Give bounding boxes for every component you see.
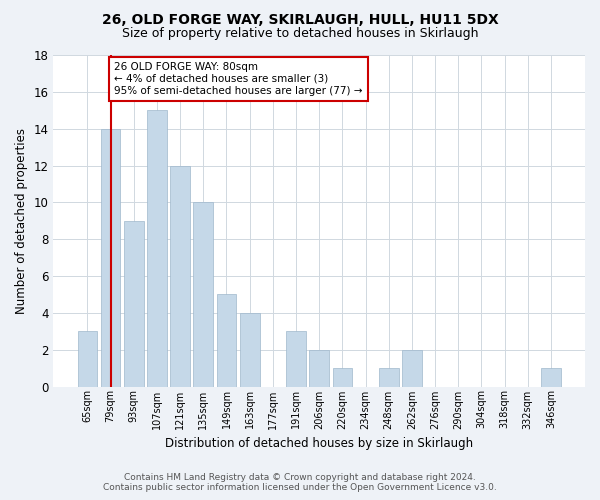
Bar xyxy=(193,202,213,386)
X-axis label: Distribution of detached houses by size in Skirlaugh: Distribution of detached houses by size … xyxy=(165,437,473,450)
Bar xyxy=(541,368,561,386)
Bar xyxy=(332,368,352,386)
Bar xyxy=(101,128,121,386)
Bar xyxy=(240,313,260,386)
Text: Size of property relative to detached houses in Skirlaugh: Size of property relative to detached ho… xyxy=(122,28,478,40)
Bar xyxy=(124,221,143,386)
Y-axis label: Number of detached properties: Number of detached properties xyxy=(15,128,28,314)
Bar xyxy=(170,166,190,386)
Text: 26 OLD FORGE WAY: 80sqm
← 4% of detached houses are smaller (3)
95% of semi-deta: 26 OLD FORGE WAY: 80sqm ← 4% of detached… xyxy=(114,62,362,96)
Bar xyxy=(379,368,398,386)
Bar xyxy=(147,110,167,386)
Text: 26, OLD FORGE WAY, SKIRLAUGH, HULL, HU11 5DX: 26, OLD FORGE WAY, SKIRLAUGH, HULL, HU11… xyxy=(101,12,499,26)
Bar xyxy=(310,350,329,387)
Bar xyxy=(286,332,306,386)
Bar xyxy=(217,294,236,386)
Bar xyxy=(77,332,97,386)
Bar xyxy=(402,350,422,387)
Text: Contains HM Land Registry data © Crown copyright and database right 2024.
Contai: Contains HM Land Registry data © Crown c… xyxy=(103,473,497,492)
